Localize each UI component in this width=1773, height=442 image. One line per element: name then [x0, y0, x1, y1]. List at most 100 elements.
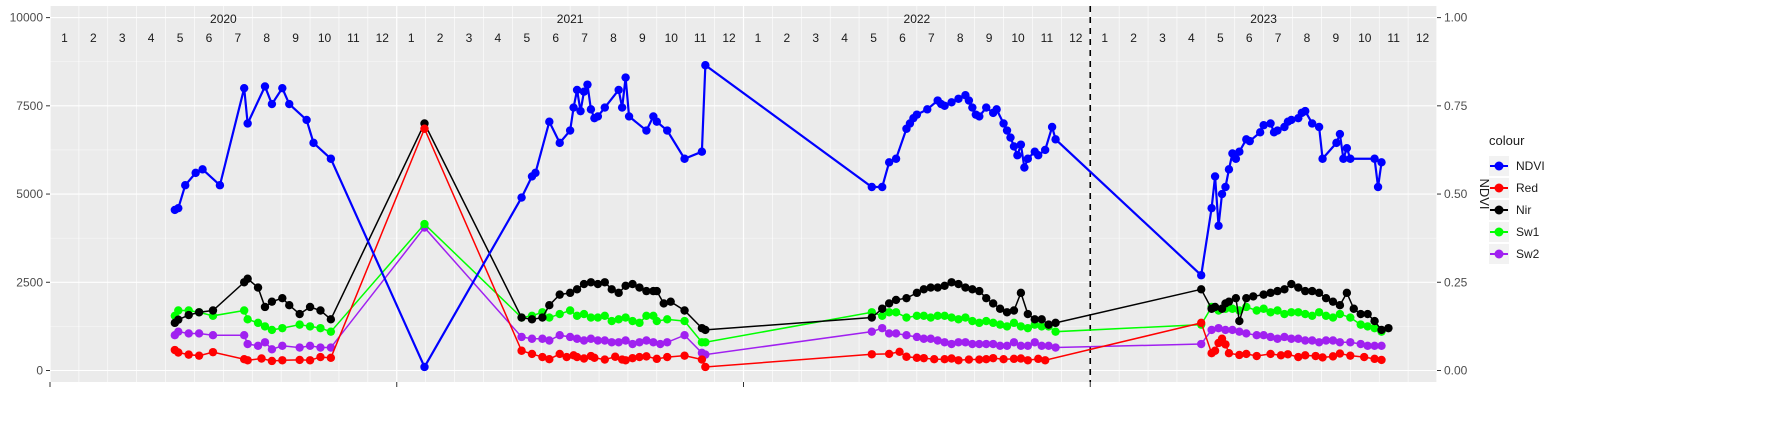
- y-tick-label-left: 2500: [16, 275, 43, 289]
- data-point-ndvi: [878, 182, 887, 192]
- month-label: 9: [639, 31, 646, 45]
- data-point-nir: [1342, 288, 1352, 298]
- data-point-sw1: [239, 306, 249, 315]
- data-point-sw1: [680, 316, 689, 326]
- data-point-ndvi: [680, 154, 689, 163]
- data-point-nir: [1259, 290, 1268, 299]
- data-point-nir: [517, 313, 526, 322]
- y-tick-label-right: 1.00: [1444, 11, 1468, 25]
- data-point-sw2: [649, 338, 658, 347]
- month-label: 1: [408, 31, 415, 45]
- data-point-sw2: [239, 331, 249, 340]
- data-point-red: [1016, 354, 1026, 363]
- data-point-sw2: [260, 338, 270, 347]
- data-point-ndvi: [1377, 158, 1386, 167]
- data-point-sw1: [968, 316, 977, 326]
- data-point-ndvi: [1346, 154, 1355, 163]
- data-point-nir: [1044, 320, 1053, 329]
- data-point-red: [1301, 351, 1310, 360]
- data-point-nir: [1280, 285, 1289, 294]
- data-point-red: [590, 353, 599, 362]
- data-point-red: [1197, 318, 1206, 328]
- month-label: 11: [347, 31, 360, 45]
- data-point-nir: [593, 279, 603, 289]
- data-point-ndvi: [586, 105, 596, 114]
- data-point-sw2: [527, 334, 537, 343]
- data-point-ndvi: [1314, 122, 1324, 132]
- data-point-red: [1221, 340, 1230, 349]
- data-point-sw2: [316, 343, 325, 352]
- data-point-sw2: [1242, 329, 1251, 338]
- data-point-nir: [285, 301, 294, 310]
- data-point-sw2: [982, 339, 991, 349]
- data-point-nir: [1249, 292, 1258, 301]
- data-point-red: [930, 355, 939, 364]
- y-tick-label-right: 0.00: [1444, 364, 1468, 378]
- data-point-ndvi: [1013, 151, 1022, 160]
- data-point-sw1: [600, 311, 609, 320]
- data-point-nir: [1328, 297, 1338, 306]
- data-point-nir: [1051, 318, 1060, 328]
- data-point-red: [1252, 351, 1261, 361]
- data-point-sw2: [208, 331, 218, 340]
- month-label: 1: [755, 31, 762, 45]
- data-point-ndvi: [593, 112, 603, 121]
- data-point-sw2: [1002, 341, 1012, 350]
- data-point-sw2: [968, 339, 977, 349]
- data-point-ndvi: [1370, 154, 1379, 163]
- data-point-red: [527, 349, 537, 359]
- data-point-sw2: [954, 338, 963, 347]
- data-point-ndvi: [701, 61, 710, 70]
- data-point-sw2: [1328, 336, 1338, 345]
- data-point-ndvi: [1335, 129, 1345, 139]
- data-point-nir: [968, 285, 977, 294]
- data-point-red: [1023, 356, 1033, 365]
- data-point-nir: [628, 279, 637, 289]
- data-point-red: [621, 356, 630, 365]
- data-point-sw1: [1328, 313, 1338, 322]
- year-label-2020: 2020: [210, 12, 237, 26]
- data-point-red: [1276, 351, 1286, 360]
- data-point-ndvi: [1210, 172, 1220, 181]
- month-label: 5: [177, 31, 184, 45]
- data-point-nir: [194, 308, 204, 317]
- data-point-ndvi: [267, 99, 277, 109]
- data-point-sw1: [926, 313, 935, 322]
- month-label: 1: [61, 31, 68, 45]
- data-point-ndvi: [1307, 119, 1317, 128]
- data-point-ndvi: [555, 138, 564, 148]
- data-point-ndvi: [1040, 145, 1050, 155]
- data-point-sw2: [1266, 332, 1275, 342]
- data-point-sw2: [517, 332, 526, 342]
- data-point-sw1: [579, 309, 589, 319]
- data-point-nir: [1242, 293, 1251, 303]
- data-point-ndvi: [545, 117, 554, 126]
- month-label: 6: [206, 31, 213, 45]
- data-point-ndvi: [198, 165, 207, 174]
- data-point-red: [579, 354, 589, 363]
- data-point-sw2: [628, 339, 637, 349]
- data-point-ndvi: [1255, 128, 1265, 137]
- data-point-red: [884, 349, 894, 359]
- data-point-red: [1377, 355, 1386, 365]
- data-point-ndvi: [1342, 143, 1352, 153]
- data-point-sw2: [884, 329, 894, 338]
- data-point-ndvi: [1318, 154, 1327, 163]
- data-point-ndvi: [309, 138, 318, 148]
- data-point-sw2: [593, 336, 603, 345]
- data-point-red: [895, 347, 904, 356]
- data-point-sw1: [1307, 311, 1317, 320]
- data-point-sw2: [940, 338, 949, 347]
- y-tick-label-right: 0.25: [1444, 275, 1468, 289]
- month-label: 12: [376, 31, 390, 45]
- data-point-sw2: [1307, 336, 1317, 345]
- data-point-ndvi: [663, 126, 672, 135]
- data-point-sw1: [635, 318, 644, 328]
- y-tick-label-left: 5000: [16, 187, 43, 201]
- data-point-ndvi: [697, 147, 707, 156]
- legend-title: colour: [1489, 133, 1525, 148]
- data-point-sw2: [663, 338, 672, 347]
- legend-item-ndvi: NDVI: [1489, 156, 1545, 176]
- data-point-ndvi: [1217, 189, 1227, 199]
- data-point-sw2: [253, 341, 263, 350]
